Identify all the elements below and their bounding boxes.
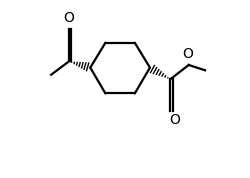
- Text: O: O: [170, 113, 180, 127]
- Text: O: O: [182, 46, 193, 61]
- Text: O: O: [64, 11, 74, 25]
